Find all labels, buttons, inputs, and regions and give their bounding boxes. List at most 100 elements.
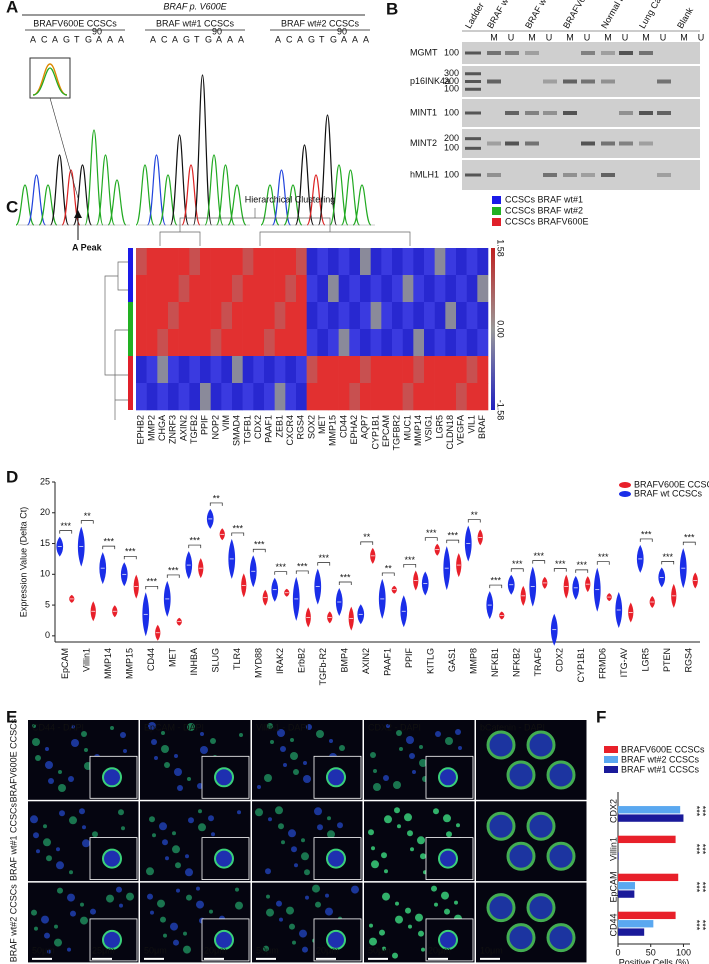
cell xyxy=(406,736,414,744)
cell xyxy=(92,831,98,838)
heat-cell xyxy=(296,329,307,357)
cell xyxy=(396,730,402,736)
heat-cell xyxy=(306,248,318,276)
band xyxy=(505,51,519,55)
significance: *** xyxy=(698,882,708,893)
cell xyxy=(45,747,49,751)
band xyxy=(601,79,615,84)
cell xyxy=(286,906,294,915)
cell xyxy=(33,832,39,839)
x-tick-label: INHBA xyxy=(189,648,199,676)
heat-cell xyxy=(466,275,478,303)
cell xyxy=(486,730,516,760)
cell xyxy=(79,808,85,815)
heat-cell xyxy=(338,329,350,357)
legend-swatch xyxy=(492,207,501,215)
heat-cell xyxy=(136,275,147,303)
scale-bar-label: 25μm xyxy=(92,945,115,955)
cell xyxy=(198,809,202,814)
dendrogram xyxy=(159,208,411,246)
cell xyxy=(444,908,450,915)
heat-cell xyxy=(402,329,414,357)
x-tick-label: EpCAM xyxy=(60,648,70,679)
cell xyxy=(419,759,427,767)
y-tick-label: EpCAM xyxy=(608,871,618,902)
significance: *** xyxy=(641,529,652,539)
sample-name: BRAF wt#2 CCSCs xyxy=(281,18,360,28)
y-tick-label: 10 xyxy=(40,569,50,579)
meth-label: M xyxy=(490,32,498,42)
position: 90 xyxy=(92,26,102,36)
bracket xyxy=(489,584,503,589)
cell xyxy=(303,775,311,783)
significance: *** xyxy=(125,547,136,557)
x-tick-label: MYD88 xyxy=(254,648,264,678)
heat-cell xyxy=(306,356,318,384)
gene-label: TGFBR2 xyxy=(392,415,402,451)
bar xyxy=(618,835,676,844)
cell xyxy=(438,929,458,950)
band xyxy=(601,173,615,177)
x-tick-label: PAAF1 xyxy=(383,648,393,676)
cell xyxy=(121,826,125,831)
cell xyxy=(80,916,88,925)
bracket xyxy=(252,548,266,553)
position: 90 xyxy=(337,26,347,36)
heat-cell xyxy=(221,356,233,384)
base: C xyxy=(41,34,48,44)
heat-cell xyxy=(285,329,297,357)
cell xyxy=(394,807,400,814)
heat-cell xyxy=(456,383,467,411)
scale-bar-label: 20μm xyxy=(204,945,227,955)
ladder-size: 100 xyxy=(444,47,459,57)
y-tick-label: CD44 xyxy=(608,913,618,936)
gene-label: CD44 xyxy=(338,415,348,438)
heat-cell xyxy=(200,275,211,303)
heat-cell xyxy=(242,383,254,411)
bracket xyxy=(80,520,94,524)
cell xyxy=(69,870,73,875)
heat-cell xyxy=(317,302,329,330)
legend-swatch xyxy=(604,746,618,753)
heat-cell xyxy=(402,275,414,303)
heat-cell xyxy=(189,356,201,384)
cell xyxy=(301,838,305,843)
significance: *** xyxy=(684,533,695,543)
bar xyxy=(618,911,676,920)
band xyxy=(563,173,577,177)
cell xyxy=(208,815,214,822)
band xyxy=(505,141,519,146)
x-tick-label: RGS4 xyxy=(684,648,694,673)
scale-label: 1.58 xyxy=(496,239,506,257)
heat-cell xyxy=(445,248,457,276)
dendrogram xyxy=(104,261,128,420)
cell xyxy=(395,915,403,924)
band xyxy=(563,111,577,115)
band xyxy=(465,173,481,177)
cell xyxy=(393,781,401,789)
band xyxy=(543,111,557,115)
cell xyxy=(126,892,134,901)
cell xyxy=(160,916,166,923)
y-tick-label: 20 xyxy=(40,507,50,517)
row-label: BRAF wt#1 CCSCs xyxy=(8,802,18,881)
cell xyxy=(255,808,263,817)
gene-label: CLDN18 xyxy=(445,415,455,450)
heat-cell xyxy=(349,248,361,276)
heat-cell xyxy=(381,275,393,303)
band xyxy=(639,141,653,146)
cell xyxy=(187,777,191,781)
heat-cell xyxy=(253,383,265,411)
cell xyxy=(90,908,96,915)
cell xyxy=(438,767,458,788)
band xyxy=(525,141,539,146)
heat-cell xyxy=(338,383,350,411)
trace xyxy=(352,184,372,226)
cell xyxy=(120,732,126,738)
band xyxy=(619,141,633,146)
legend-label: BRAFV600E CCSCs xyxy=(634,479,709,489)
heat-cell xyxy=(360,248,371,276)
cell xyxy=(165,856,169,861)
cell xyxy=(186,894,192,901)
